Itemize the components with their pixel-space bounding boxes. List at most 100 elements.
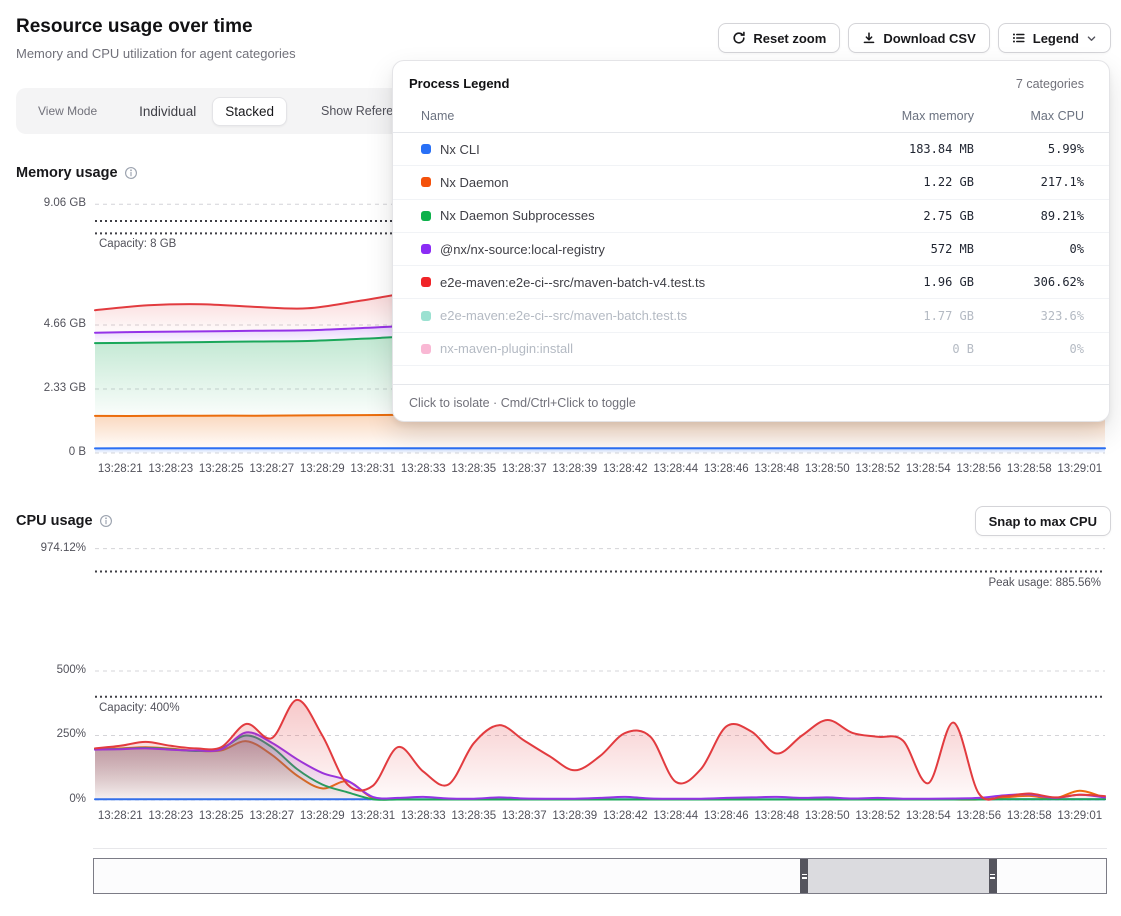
x-tick-label: 13:28:25 xyxy=(198,463,244,475)
chart-plot[interactable] xyxy=(94,545,1106,801)
timeline-brush[interactable] xyxy=(93,858,1107,894)
x-tick-label: 13:28:33 xyxy=(400,463,446,475)
legend-row-name: @nx/nx-source:local-registry xyxy=(440,241,605,257)
legend-row[interactable]: Nx CLI 183.84 MB 5.99% xyxy=(393,133,1109,167)
x-tick-label: 13:28:29 xyxy=(299,810,345,822)
legend-row-max-cpu: 217.1% xyxy=(1040,175,1084,190)
x-tick-label: 13:28:52 xyxy=(855,463,901,475)
x-tick-label: 13:29:01 xyxy=(1057,810,1103,822)
legend-row-max-memory: 1.77 GB xyxy=(923,308,974,323)
legend-row-max-cpu: 0% xyxy=(1069,242,1084,257)
x-tick-label: 13:28:50 xyxy=(804,810,850,822)
legend-row-name: e2e-maven:e2e-ci--src/maven-batch-v4.tes… xyxy=(440,274,706,290)
legend-popup-title: Process Legend xyxy=(409,76,510,91)
chevron-down-icon xyxy=(1086,33,1097,44)
legend-popup-count: 7 categories xyxy=(1015,76,1084,91)
view-mode-individual[interactable]: Individual xyxy=(139,103,197,119)
x-tick-label: 13:28:44 xyxy=(653,463,699,475)
x-tick-label: 13:28:21 xyxy=(97,810,143,822)
legend-swatch xyxy=(421,144,431,155)
refresh-icon xyxy=(732,31,746,45)
legend-popup-footer: Click to isolate · Cmd/Ctrl+Click to tog… xyxy=(393,384,1109,421)
x-tick-label: 13:28:27 xyxy=(249,810,295,822)
legend-row[interactable]: e2e-maven:e2e-ci--src/maven-batch.test.t… xyxy=(393,299,1109,333)
legend-row[interactable]: Nx Daemon 1.22 GB 217.1% xyxy=(393,166,1109,200)
x-tick-label: 13:28:54 xyxy=(905,810,951,822)
info-icon[interactable] xyxy=(124,166,138,180)
capacity-label: Capacity: 8 GB xyxy=(99,238,177,251)
cpu-usage-title-text: CPU usage xyxy=(16,513,93,529)
x-tick-label: 13:28:44 xyxy=(653,810,699,822)
legend-row-max-cpu: 5.99% xyxy=(1047,142,1084,157)
legend-row-max-cpu: 306.62% xyxy=(1033,275,1084,290)
brush-divider xyxy=(93,848,1107,849)
snap-to-max-cpu-button[interactable]: Snap to max CPU xyxy=(974,506,1111,536)
legend-row-max-memory: 572 MB xyxy=(930,242,974,257)
info-icon[interactable] xyxy=(99,514,113,528)
legend-rows: Nx CLI 183.84 MB 5.99% Nx Daemon 1.22 GB… xyxy=(393,133,1109,384)
legend-row-max-memory: 1.22 GB xyxy=(923,175,974,190)
x-tick-label: 13:28:56 xyxy=(956,463,1002,475)
y-tick-label: 4.66 GB xyxy=(43,318,86,331)
x-tick-label: 13:28:27 xyxy=(249,463,295,475)
x-tick-label: 13:28:48 xyxy=(754,810,800,822)
y-tick-label: 0 B xyxy=(68,446,86,458)
reset-zoom-label: Reset zoom xyxy=(753,30,827,46)
x-tick-label: 13:28:29 xyxy=(299,463,345,475)
legend-row[interactable]: nx-maven-plugin:install 0 B 0% xyxy=(393,333,1109,367)
x-tick-label: 13:28:33 xyxy=(400,810,446,822)
x-tick-label: 13:28:31 xyxy=(350,463,396,475)
x-tick-label: 13:28:31 xyxy=(350,810,396,822)
memory-usage-title: Memory usage xyxy=(16,165,138,181)
brush-handle-right[interactable] xyxy=(988,859,997,893)
legend-col-name: Name xyxy=(421,109,455,123)
x-tick-label: 13:28:23 xyxy=(148,810,194,822)
page-subtitle: Memory and CPU utilization for agent cat… xyxy=(16,46,296,61)
cpu-chart[interactable]: 974.12% 500% 250% 0% Peak usage: 885.56% Capa… xyxy=(0,541,1121,830)
x-tick-label: 13:28:46 xyxy=(703,463,749,475)
download-csv-button[interactable]: Download CSV xyxy=(848,23,990,53)
legend-col-max-memory: Max memory xyxy=(901,109,974,123)
legend-popup: Process Legend 7 categories Name Max mem… xyxy=(392,60,1110,422)
legend-row[interactable]: Nx Daemon Subprocesses 2.75 GB 89.21% xyxy=(393,200,1109,233)
brush-selection[interactable] xyxy=(804,859,993,893)
y-tick-label: 250% xyxy=(56,728,86,741)
legend-swatch xyxy=(421,210,431,221)
download-icon xyxy=(862,31,876,45)
view-mode-stacked[interactable]: Stacked xyxy=(212,96,287,126)
legend-row-name: Nx Daemon xyxy=(440,174,509,190)
legend-row[interactable]: @nx/nx-source:local-registry 572 MB 0% xyxy=(393,233,1109,267)
legend-row[interactable]: e2e-maven:e2e-ci--src/maven-batch-v4.tes… xyxy=(393,266,1109,300)
legend-row-name: Nx CLI xyxy=(440,141,480,157)
legend-row-max-memory: 0 B xyxy=(952,341,974,356)
y-tick-label: 974.12% xyxy=(40,541,86,554)
x-tick-label: 13:28:52 xyxy=(855,810,901,822)
x-tick-label: 13:28:23 xyxy=(148,463,194,475)
x-tick-label: 13:28:37 xyxy=(501,463,547,475)
legend-row-max-memory: 183.84 MB xyxy=(908,142,974,157)
x-tick-label: 13:28:42 xyxy=(602,463,648,475)
legend-swatch xyxy=(421,310,431,321)
x-tick-label: 13:28:50 xyxy=(804,463,850,475)
x-tick-label: 13:28:25 xyxy=(198,810,244,822)
memory-usage-title-text: Memory usage xyxy=(16,165,118,181)
x-tick-label: 13:28:42 xyxy=(602,810,648,822)
cpu-usage-title: CPU usage xyxy=(16,513,113,529)
capacity-label: Capacity: 400% xyxy=(99,701,180,714)
y-tick-label: 9.06 GB xyxy=(43,197,86,210)
reset-zoom-button[interactable]: Reset zoom xyxy=(718,23,841,53)
legend-button[interactable]: Legend xyxy=(997,23,1111,53)
legend-row-max-cpu: 323.6% xyxy=(1040,308,1084,323)
legend-swatch xyxy=(421,244,431,255)
header-buttons: Reset zoom Download CSV Legend xyxy=(718,23,1111,53)
peak-label: Peak usage: 885.56% xyxy=(988,577,1101,590)
legend-row-max-cpu: 89.21% xyxy=(1040,208,1084,223)
legend-row-name: nx-maven-plugin:install xyxy=(440,341,573,357)
legend-row-max-memory: 2.75 GB xyxy=(923,208,974,223)
x-tick-label: 13:29:01 xyxy=(1057,463,1103,475)
legend-row-name: Nx Daemon Subprocesses xyxy=(440,208,595,224)
legend-row-max-cpu: 0% xyxy=(1069,341,1084,356)
x-tick-label: 13:28:35 xyxy=(451,463,497,475)
brush-handle-left[interactable] xyxy=(800,859,809,893)
